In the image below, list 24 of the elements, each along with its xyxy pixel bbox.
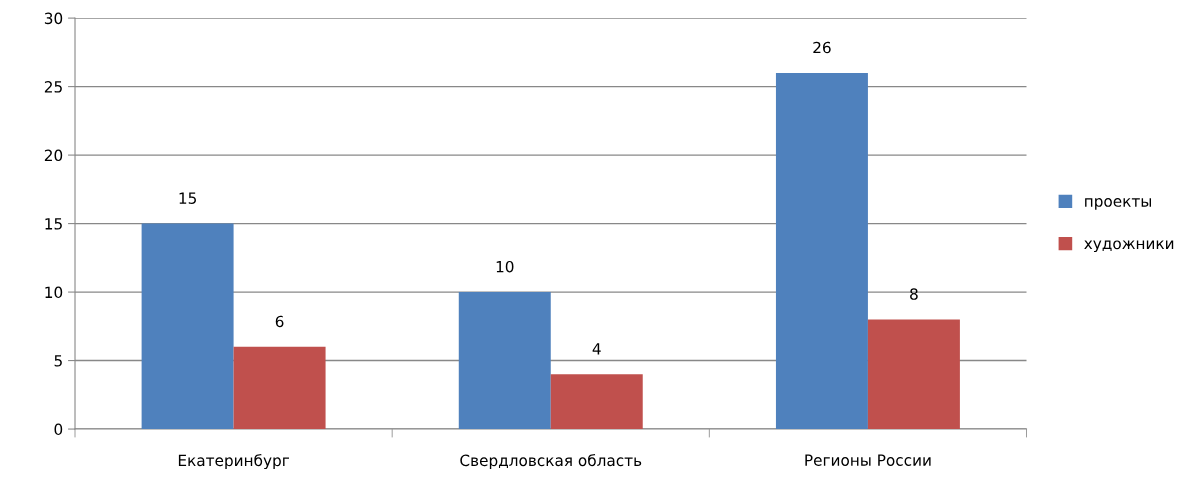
legend-label: проекты <box>1085 198 1151 210</box>
y-tick-label: 0 <box>54 423 63 436</box>
bar <box>867 319 960 430</box>
data-label: 6 <box>275 315 284 328</box>
x-tick-label: Свердловская область <box>460 454 642 470</box>
y-tick-label: 5 <box>54 355 62 367</box>
data-label: 10 <box>496 260 514 273</box>
x-tick-label: Екатеринбург <box>178 454 290 470</box>
data-label: 15 <box>179 192 196 204</box>
bar <box>141 223 234 430</box>
y-tick-label: 30 <box>44 12 63 25</box>
data-label: 26 <box>813 41 831 54</box>
y-tick-label: 10 <box>45 286 63 299</box>
y-tick-label: 20 <box>44 149 63 162</box>
data-label: 8 <box>910 288 918 300</box>
data-label: 4 <box>592 343 601 355</box>
x-tick-label: Регионы России <box>805 454 931 466</box>
legend-label: художники <box>1084 240 1174 253</box>
bar <box>458 292 551 430</box>
bar <box>550 374 643 430</box>
y-tick-label: 25 <box>44 81 62 93</box>
y-tick-label: 15 <box>45 218 62 230</box>
bar <box>233 346 326 430</box>
bar <box>775 72 868 430</box>
